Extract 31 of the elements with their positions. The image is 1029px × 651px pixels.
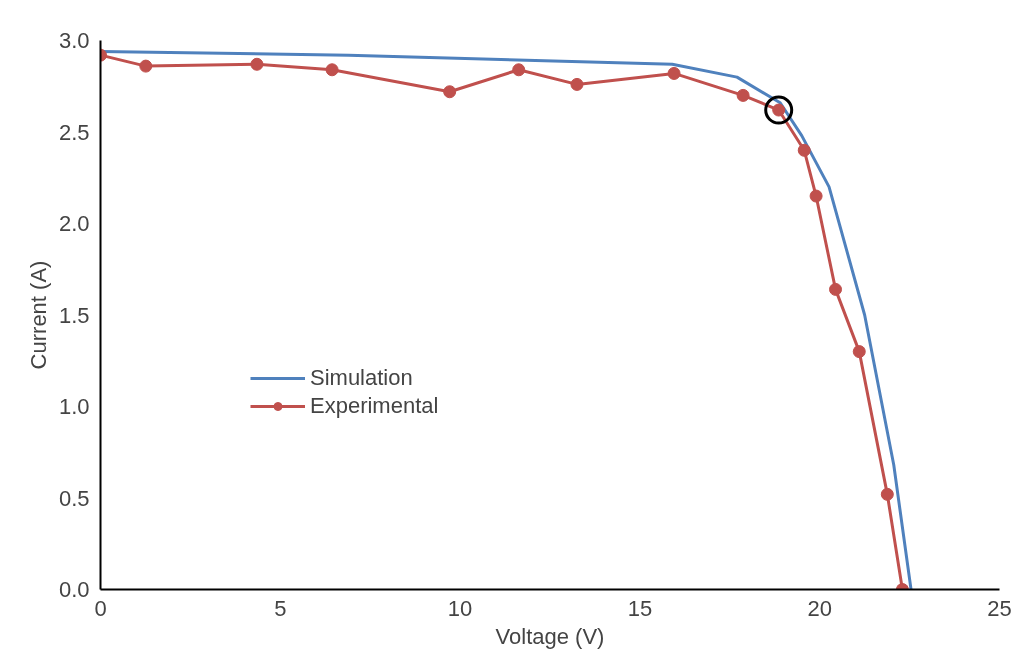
x-tick-label: 5: [274, 595, 287, 621]
y-tick-label: 3.0: [58, 28, 90, 53]
x-tick-label: 20: [807, 595, 832, 621]
legend-label: Experimental: [310, 393, 439, 419]
x-axis-title: Voltage (V): [495, 623, 605, 649]
y-tick-label: 1.0: [58, 394, 90, 419]
x-tick-label: 25: [987, 595, 1012, 621]
y-tick-label: 1.5: [58, 302, 90, 328]
point: [829, 282, 843, 296]
point: [736, 88, 750, 102]
point: [809, 189, 823, 203]
y-tick-label: 0.5: [58, 485, 90, 511]
point: [880, 487, 894, 501]
y-tick-label: 2.0: [58, 211, 90, 236]
point: [764, 95, 794, 125]
point: [443, 85, 457, 99]
y-tick-label: 2.5: [58, 119, 90, 145]
legend-label: Simulation: [310, 365, 413, 391]
point: [250, 57, 264, 71]
point: [797, 143, 811, 157]
y-tick-label: 0.0: [58, 577, 90, 602]
x-tick-label: 15: [627, 595, 653, 621]
x-tick-label: 10: [447, 595, 473, 621]
point: [512, 63, 526, 77]
point: [325, 63, 339, 77]
point: [852, 345, 866, 359]
point: [667, 66, 681, 80]
x-tick-label: 0: [94, 595, 107, 621]
y-axis-title: Current (A): [25, 260, 51, 370]
point: [139, 59, 153, 73]
point: [570, 77, 584, 91]
